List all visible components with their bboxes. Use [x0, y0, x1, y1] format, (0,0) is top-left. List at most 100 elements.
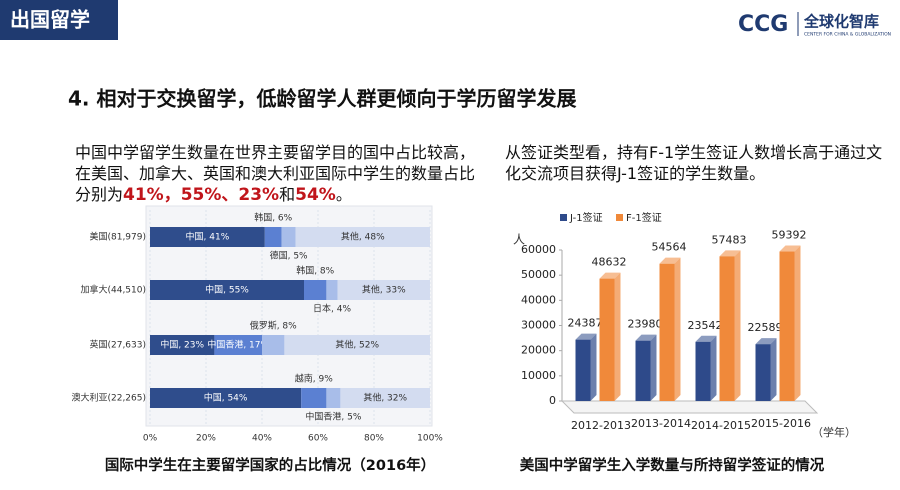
- y-tick-label: 0: [549, 394, 556, 407]
- bar-segment: [301, 388, 327, 408]
- bar-segment: [150, 227, 265, 247]
- bar-side: [650, 334, 657, 401]
- data-label: 24387: [568, 317, 603, 330]
- data-label: 韩国, 8%: [296, 265, 334, 277]
- x-tick-label: 60%: [308, 434, 328, 444]
- data-label: 日本, 4%: [313, 303, 351, 315]
- data-label: 中国香港, 17%: [207, 339, 269, 351]
- data-label: 其他, 33%: [362, 284, 406, 296]
- bar-segment: [262, 335, 285, 355]
- data-label: 其他, 52%: [335, 339, 379, 351]
- y-tick-label: 40000: [521, 293, 556, 306]
- x-tick-label: 2014-2015: [691, 419, 751, 432]
- bar-segment: [214, 335, 262, 355]
- y-tick-label: 10000: [521, 369, 556, 382]
- bar-top: [599, 272, 621, 279]
- logo-subtitle: CENTER FOR CHINA & GLOBALIZATION: [804, 32, 891, 38]
- data-label: 德国, 5%: [270, 250, 308, 262]
- y-tick-label: 美国(81,979): [89, 231, 146, 243]
- data-label: 中国, 23%: [160, 339, 204, 351]
- logo-mark: CCG: [738, 12, 788, 37]
- section-label: 出国留学: [10, 8, 90, 32]
- legend-label: F-1签证: [626, 211, 662, 224]
- y-tick-label: 澳大利亚(22,265): [71, 392, 146, 404]
- data-label: 23542: [688, 319, 723, 332]
- bar-top: [695, 335, 717, 342]
- data-label: 其他, 32%: [363, 392, 407, 404]
- data-label: 57483: [712, 233, 747, 246]
- data-label: 俄罗斯, 8%: [250, 320, 297, 332]
- data-label: 越南, 9%: [295, 373, 333, 385]
- x-tick-label: 2013-2014: [631, 417, 691, 430]
- bar-top: [659, 257, 681, 264]
- y-tick-label: 20000: [521, 344, 556, 357]
- y-tick-label: 60000: [521, 243, 556, 256]
- bar-segment: [150, 388, 302, 408]
- x-tick-label: 100%: [417, 434, 443, 444]
- x-tick-label: 80%: [364, 434, 384, 444]
- bar-top: [635, 334, 657, 341]
- bar-segment: [340, 388, 430, 408]
- bar-segment: [337, 280, 430, 300]
- data-label: 其他, 48%: [341, 231, 385, 243]
- bar: [635, 340, 651, 401]
- bar-segment: [326, 388, 341, 408]
- bar-side: [710, 335, 717, 401]
- bar-side: [590, 333, 597, 401]
- bar-segment: [150, 280, 304, 300]
- left-paragraph: 中国中学留学生数量在世界主要留学目的国中占比较高，在美国、加拿大、英国和澳大利亚…: [75, 142, 487, 206]
- x-tick-label: 20%: [196, 434, 216, 444]
- bar-segment: [326, 280, 338, 300]
- chart-caption: 国际中学生在主要留学国家的占比情况（2016年）: [105, 456, 435, 474]
- bar-segment: [281, 227, 296, 247]
- bar: [695, 341, 711, 401]
- x-tick-label: 40%: [252, 434, 272, 444]
- bar-segment: [264, 227, 282, 247]
- floor: [560, 400, 819, 414]
- bar: [719, 256, 735, 401]
- bar: [755, 344, 771, 401]
- x-tick-label: 2015-2016: [751, 417, 811, 430]
- y-tick-label: 加拿大(44,510): [80, 284, 146, 296]
- bar-segment: [284, 335, 430, 355]
- y-tick-label: 30000: [521, 319, 556, 332]
- bar: [779, 251, 795, 401]
- x-tick-label: 0%: [143, 434, 158, 444]
- bar-segment: [295, 227, 430, 247]
- bar-side: [734, 250, 741, 401]
- bar-side: [614, 272, 621, 401]
- bar-side: [794, 245, 801, 401]
- x-tick-label: 2012-2013: [571, 419, 631, 432]
- y-axis-label: 人: [513, 233, 525, 247]
- logo-name: 全球化智库: [803, 13, 879, 31]
- chart-caption: 美国中学留学生入学数量与所持留学签证的情况: [520, 456, 825, 474]
- bar-top: [575, 333, 597, 340]
- bar: [575, 339, 591, 401]
- data-label: 59392: [772, 229, 807, 242]
- data-label: 54564: [652, 241, 687, 254]
- legend-label: J-1签证: [569, 211, 603, 224]
- bar-segment: [150, 335, 215, 355]
- bar: [599, 278, 615, 401]
- right-paragraph: 从签证类型看，持有F-1学生签证人数增长高于通过文化交流项目获得J-1签证的学生…: [505, 143, 883, 183]
- data-label: 中国, 41%: [186, 231, 230, 243]
- bar-top: [719, 250, 741, 257]
- legend-swatch: [616, 214, 623, 221]
- y-tick-label: 英国(27,633): [89, 339, 146, 351]
- bar-side: [770, 338, 777, 401]
- bar-side: [674, 257, 681, 401]
- paragraph-text: 中国中学留学生数量在世界主要留学目的国中占比较高，在美国、加拿大、英国和澳大利亚…: [75, 143, 476, 204]
- data-label: 23980: [628, 318, 663, 331]
- highlight-text: 54%: [295, 185, 336, 205]
- header-box: [0, 0, 118, 40]
- data-label: 中国, 55%: [205, 284, 249, 296]
- paragraph-text: 和: [279, 185, 296, 204]
- data-label: 中国, 54%: [204, 392, 248, 404]
- data-label: 韩国, 6%: [254, 212, 292, 224]
- slide-title: 4. 相对于交换留学，低龄留学人群更倾向于学历留学发展: [68, 87, 576, 111]
- data-label: 中国香港, 5%: [305, 411, 361, 423]
- bar-top: [755, 338, 777, 345]
- data-label: 48632: [592, 256, 627, 269]
